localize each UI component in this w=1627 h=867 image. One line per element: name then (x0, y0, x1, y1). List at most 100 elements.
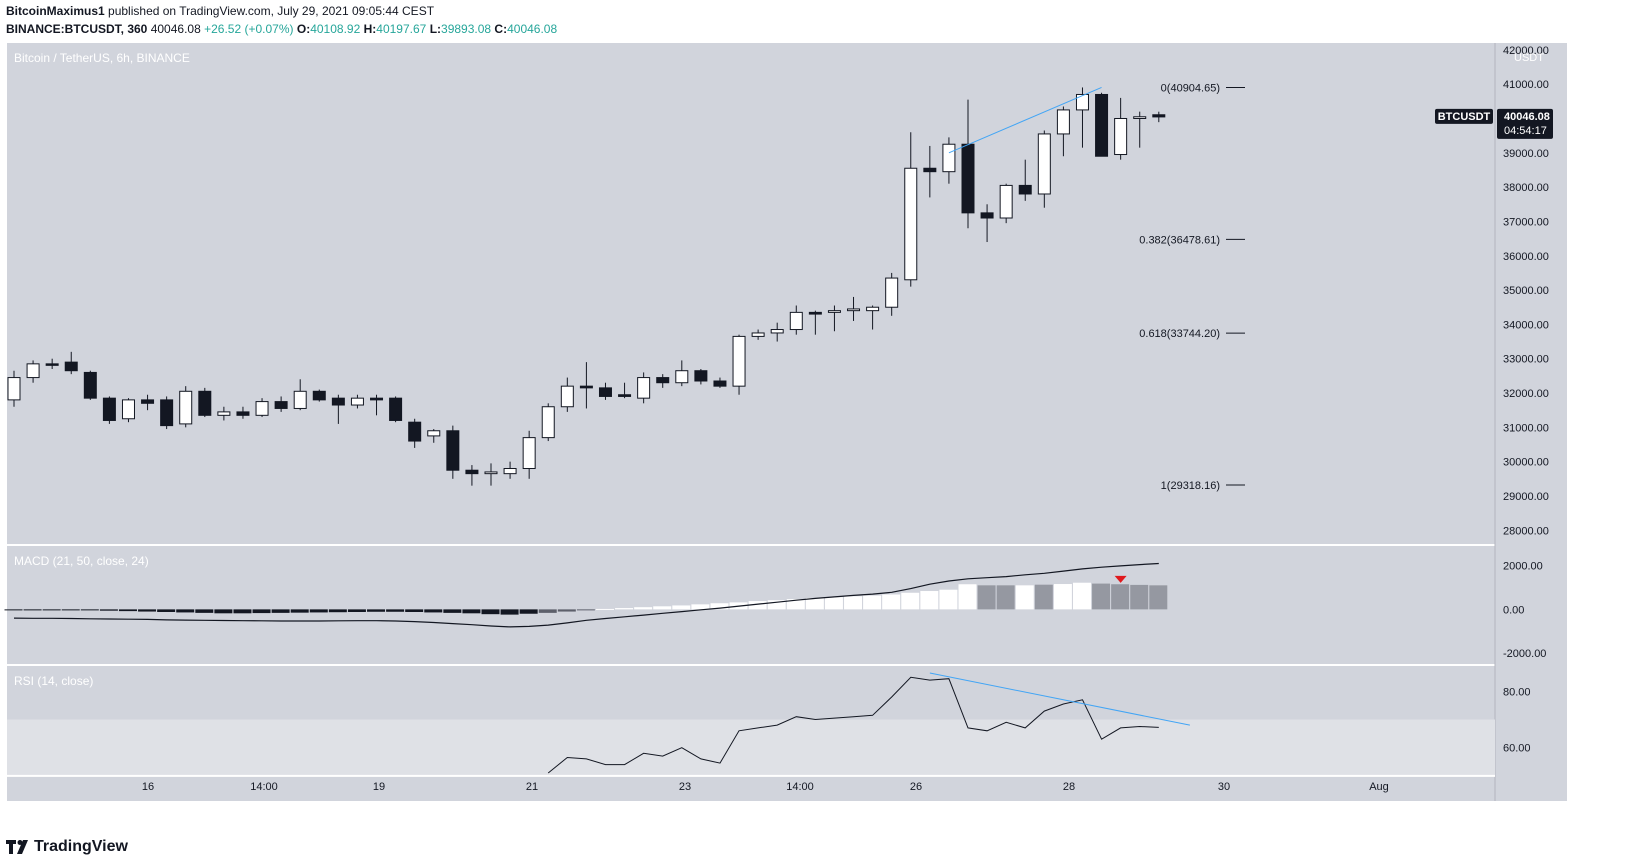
bearish-candle (64, 361, 78, 372)
time-tick-label: 16 (142, 781, 154, 793)
bullish-candle (179, 390, 193, 425)
time-tick-label: Aug (1369, 781, 1389, 793)
symbol-tag-label: BTCUSDT (1438, 111, 1491, 123)
macd-histogram-bar (824, 597, 843, 610)
price-tick-label: 35000.00 (1503, 285, 1549, 297)
symbol-line: BINANCE:BTCUSDT, 360 40046.08 +26.52 (+0… (6, 22, 557, 36)
price-tick-label: 28000.00 (1503, 525, 1549, 537)
bearish-candle (656, 377, 670, 384)
publisher-line: BitcoinMaximus1 published on TradingView… (6, 4, 434, 18)
rsi-band (7, 719, 1495, 776)
macd-histogram-bar (4, 609, 23, 611)
rsi-chart-layer: 80.00 60.00 (7, 672, 1531, 777)
bullish-candle (770, 329, 784, 334)
macd-histogram-bar (80, 609, 99, 611)
price-pane[interactable] (7, 43, 1495, 544)
low-label: L: (429, 22, 442, 36)
macd-histogram-bar (1130, 584, 1149, 610)
bullish-candle (1056, 109, 1070, 135)
fib-level-label: 0.618(33744.20) (1139, 328, 1220, 340)
bullish-candle (560, 385, 574, 408)
macd-histogram-bar (61, 609, 80, 611)
macd-histogram-bar (1092, 583, 1111, 610)
bearish-candle (370, 397, 384, 401)
price-pane-title: Bitcoin / TetherUS, 6h, BINANCE (14, 51, 190, 65)
macd-histogram-bar (691, 604, 710, 610)
macd-histogram-bar (977, 585, 996, 610)
macd-tick-label: 2000.00 (1503, 561, 1543, 573)
time-tick-label: 14:00 (786, 781, 814, 793)
macd-histogram-bar (309, 609, 328, 613)
macd-histogram-bar (347, 609, 366, 612)
price-tick-label: 33000.00 (1503, 354, 1549, 366)
macd-histogram-bar (1072, 582, 1091, 610)
high-value: 40197.67 (376, 22, 427, 36)
macd-tick-label: -2000.00 (1503, 648, 1546, 660)
price-tick-label: 32000.00 (1503, 388, 1549, 400)
bullish-candle (522, 437, 536, 470)
macd-histogram-bar (462, 609, 481, 614)
last-price: 40046.08 (150, 22, 201, 36)
macd-histogram-bar (233, 609, 252, 614)
tradingview-logo-icon (6, 840, 30, 854)
macd-histogram-bar (99, 609, 118, 611)
macd-histogram-bar (481, 609, 500, 615)
price-tick-label: 34000.00 (1503, 319, 1549, 331)
rsi-tick-label: 60.00 (1503, 743, 1531, 755)
bearish-candle (808, 311, 822, 315)
macd-chart-layer: 2000.00 0.00 -2000.00 (4, 561, 1546, 660)
publisher-name[interactable]: BitcoinMaximus1 (6, 4, 105, 18)
countdown-label: 04:54:17 (1504, 125, 1547, 137)
macd-histogram-bar (786, 599, 805, 610)
bearish-candle (465, 469, 479, 475)
price-tick-label: 30000.00 (1503, 457, 1549, 469)
open-value: 40108.92 (310, 22, 361, 36)
macd-histogram-bar (748, 601, 767, 610)
bullish-candle (121, 399, 135, 420)
bearish-candle (236, 411, 250, 416)
time-tick-label: 21 (526, 781, 538, 793)
macd-histogram-bar (939, 589, 958, 610)
macd-histogram-bar (271, 609, 290, 613)
rsi-line (547, 676, 1159, 774)
bullish-candle (427, 430, 441, 437)
macd-histogram-bar (615, 608, 634, 610)
price-axis-unit: USDT (1514, 52, 1544, 64)
price-chart-layer: 28000.00 29000.00 30000.00 31000.00 32000.00… (7, 45, 1553, 537)
tradingview-brand: TradingView (34, 838, 128, 855)
price-axis[interactable] (1495, 43, 1567, 801)
bearish-candle (923, 167, 937, 173)
macd-histogram-bar (1034, 584, 1053, 610)
price-tick-label: 37000.00 (1503, 216, 1549, 228)
macd-histogram-bar (214, 609, 233, 614)
bearish-candle (312, 390, 326, 401)
bullish-candle (1114, 117, 1128, 156)
macd-histogram-bar (557, 609, 576, 612)
price-change: +26.52 (+0.07%) (204, 22, 294, 36)
fib-level-label: 0(40904.65) (1161, 82, 1220, 94)
bearish-candle (1152, 114, 1166, 118)
bearish-candle (980, 212, 994, 219)
macd-histogram-bar (386, 609, 405, 612)
time-tick-label: 19 (373, 781, 385, 793)
tradingview-footer[interactable]: TradingView (6, 838, 128, 856)
macd-histogram-bar (538, 609, 557, 613)
price-tick-label: 36000.00 (1503, 251, 1549, 263)
last-price-marker (1497, 108, 1553, 139)
bullish-candle (789, 311, 803, 331)
macd-histogram-bar (996, 585, 1015, 610)
high-label: H: (363, 22, 377, 36)
price-tick-label: 42000.00 (1503, 45, 1549, 57)
macd-histogram-bar (500, 609, 519, 615)
bearish-signal-arrow (1114, 575, 1127, 583)
macd-histogram-bar (290, 609, 309, 613)
bullish-candle (1075, 93, 1089, 111)
bearish-candle (102, 397, 116, 421)
time-axis[interactable] (7, 775, 1495, 801)
bullish-candle (7, 377, 21, 401)
bullish-candle (484, 471, 498, 475)
macd-histogram-bar (1053, 584, 1072, 610)
bearish-candle (274, 401, 288, 409)
close-label: C: (494, 22, 508, 36)
